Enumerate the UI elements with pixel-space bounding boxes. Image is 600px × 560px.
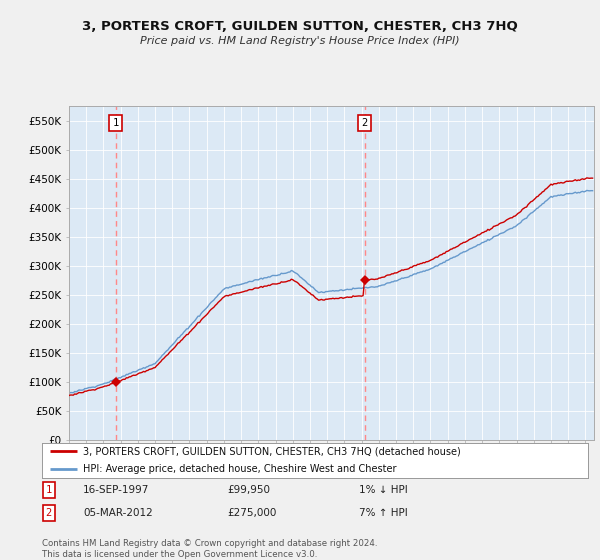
Text: 05-MAR-2012: 05-MAR-2012 <box>83 507 152 517</box>
Text: 1% ↓ HPI: 1% ↓ HPI <box>359 485 407 495</box>
Text: 3, PORTERS CROFT, GUILDEN SUTTON, CHESTER, CH3 7HQ: 3, PORTERS CROFT, GUILDEN SUTTON, CHESTE… <box>82 20 518 32</box>
Text: Price paid vs. HM Land Registry's House Price Index (HPI): Price paid vs. HM Land Registry's House … <box>140 36 460 46</box>
Text: 1: 1 <box>46 485 52 495</box>
Text: 2: 2 <box>46 507 52 517</box>
Text: £99,950: £99,950 <box>227 485 271 495</box>
Text: 2: 2 <box>362 118 368 128</box>
Text: 1: 1 <box>113 118 119 128</box>
Text: 3, PORTERS CROFT, GUILDEN SUTTON, CHESTER, CH3 7HQ (detached house): 3, PORTERS CROFT, GUILDEN SUTTON, CHESTE… <box>83 446 461 456</box>
Text: 7% ↑ HPI: 7% ↑ HPI <box>359 507 407 517</box>
Text: 16-SEP-1997: 16-SEP-1997 <box>83 485 149 495</box>
Text: Contains HM Land Registry data © Crown copyright and database right 2024.
This d: Contains HM Land Registry data © Crown c… <box>42 539 377 559</box>
Text: £275,000: £275,000 <box>227 507 277 517</box>
Text: HPI: Average price, detached house, Cheshire West and Chester: HPI: Average price, detached house, Ches… <box>83 464 397 474</box>
